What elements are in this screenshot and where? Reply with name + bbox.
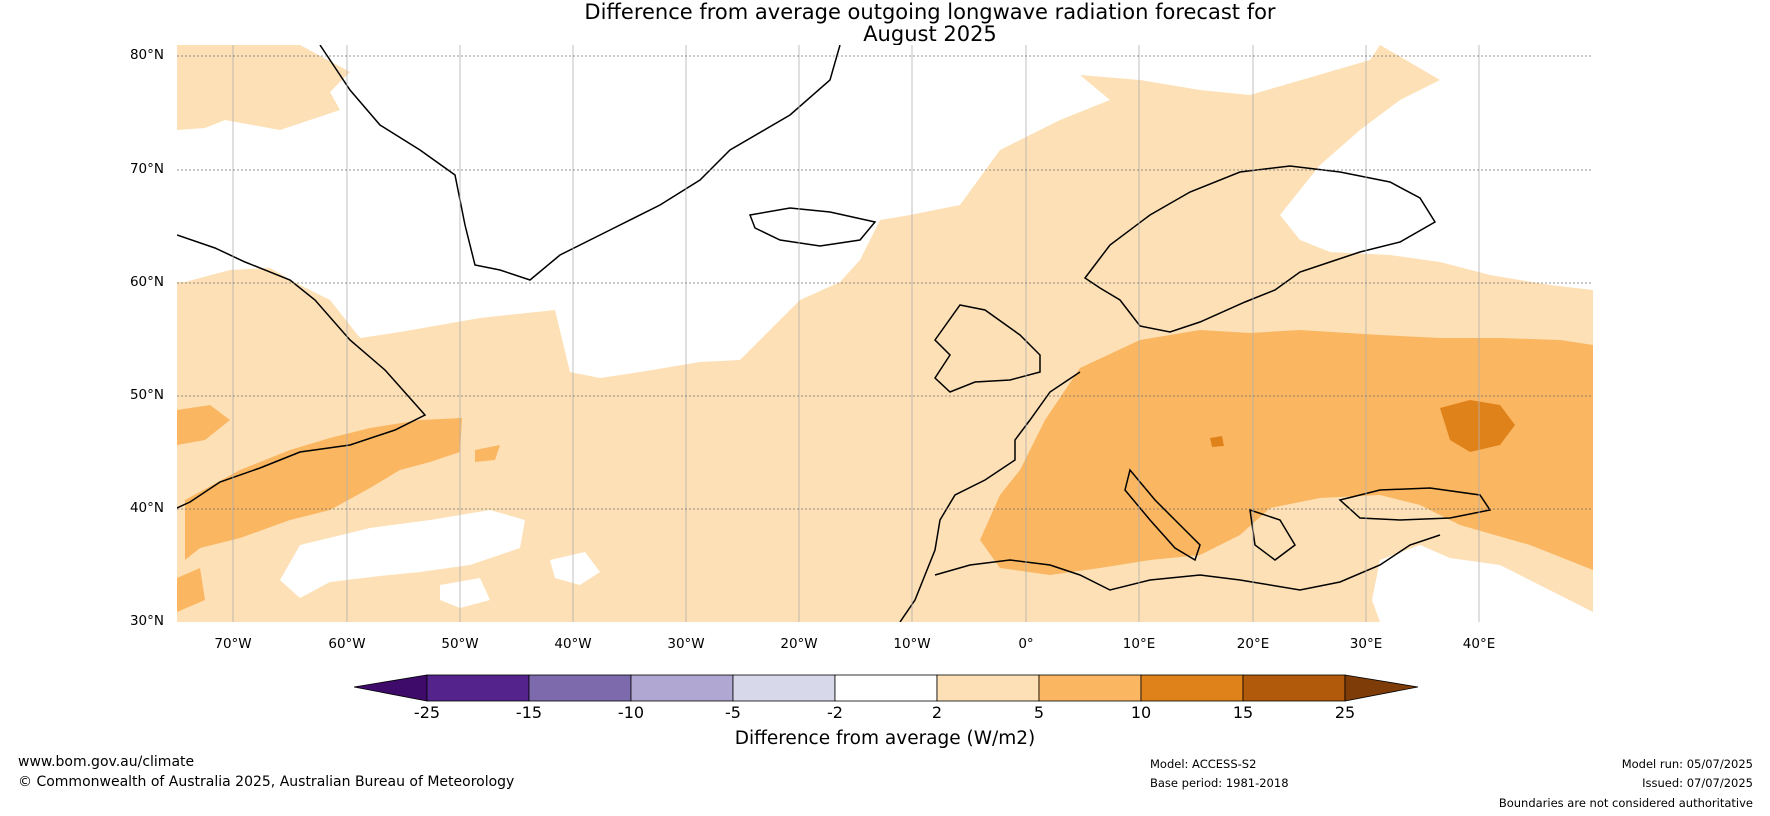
graticule-parallels [177,55,1593,510]
colorbar-tick: -2 [827,703,843,722]
footer-model: Model: ACCESS-S2 [1150,757,1257,771]
footer-disclaimer: Boundaries are not considered authoritat… [1498,796,1753,810]
lon-label-60w: 60°W [328,636,366,652]
coastline-europe-atlantic [899,371,1081,622]
footer-model-run: Model run: 05/07/2025 [1621,757,1753,771]
colorbar-extend-low [353,674,428,702]
lon-label-30w: 30°W [667,636,705,652]
anomaly-fill-10-15 [1210,400,1515,452]
map-area [177,45,1593,622]
colorbar-extend-high [1344,674,1419,702]
coastline-greenland [319,45,841,281]
chart-title-line-1: Difference from average outgoing longwav… [584,0,1276,24]
colorbar-tick: 5 [1033,703,1045,722]
colorbar-tick: -15 [515,703,543,722]
lon-label-10e: 10°E [1122,636,1156,652]
coastline-mediterranean-south [934,534,1441,591]
footer-copyright: © Commonwealth of Australia 2025, Austra… [18,774,515,790]
graticule-meridians [232,45,1480,622]
colorbar-title: Difference from average (W/m2) [734,728,1036,749]
colorbar-tick: 10 [1130,703,1152,722]
colorbar [353,674,1419,702]
coastline-british-isles [934,304,1041,393]
lon-label-70w: 70°W [214,636,252,652]
lon-label-30e: 30°E [1349,636,1383,652]
lat-label-40n: 40°N [129,500,164,516]
coastline-italy [1124,468,1201,562]
coastline-iceland [748,207,877,247]
lon-label-40w: 40°W [554,636,592,652]
lon-label-20e: 20°E [1236,636,1270,652]
lat-label-30n: 30°N [129,613,164,629]
colorbar-tick: 2 [931,703,943,722]
coastline-black-sea [1338,487,1492,521]
footer-website: www.bom.gov.au/climate [18,754,195,770]
lat-label-50n: 50°N [129,387,164,403]
lon-label-50w: 50°W [441,636,479,652]
lon-label-20w: 20°W [780,636,818,652]
lon-label-10w: 10°W [893,636,931,652]
lat-label-70n: 70°N [129,161,164,177]
footer-issued: Issued: 07/07/2025 [1642,776,1753,790]
footer-base-period: Base period: 1981-2018 [1150,776,1289,790]
colorbar-tick: -5 [725,703,741,722]
coastline-greece [1249,508,1296,561]
colorbar-tick: -10 [617,703,645,722]
coastline-scandinavia [1083,165,1437,333]
lon-label-0: 0° [1018,636,1034,652]
anomaly-fill-near-normal [177,45,1593,622]
colorbar-tick: -25 [413,703,441,722]
chart-title-line-2: August 2025 [863,22,997,46]
colorbar-tick: 25 [1334,703,1356,722]
anomaly-fill-5-10 [177,330,1593,612]
colorbar-tick: 15 [1232,703,1254,722]
lon-label-40e: 40°E [1462,636,1496,652]
lat-label-60n: 60°N [129,274,164,290]
lat-label-80n: 80°N [129,47,164,63]
